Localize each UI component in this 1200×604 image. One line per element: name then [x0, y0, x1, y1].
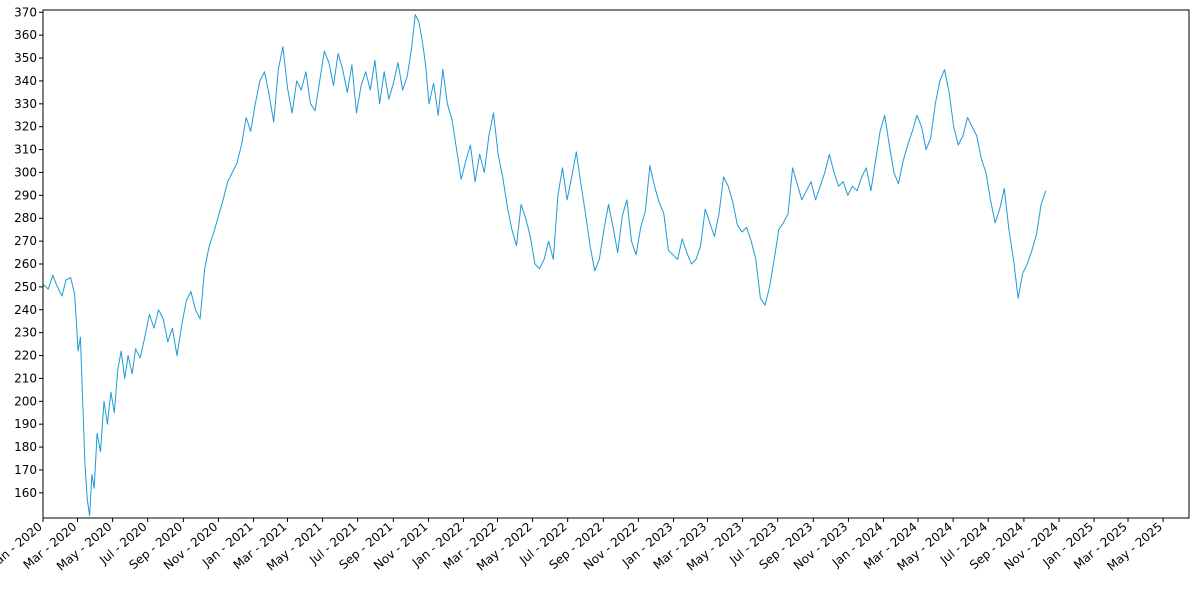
y-tick-label: 370 [14, 5, 37, 19]
y-tick-label: 200 [14, 394, 37, 408]
y-tick-label: 170 [14, 463, 37, 477]
y-tick-label: 300 [14, 165, 37, 179]
y-tick-label: 360 [14, 28, 37, 42]
y-tick-label: 320 [14, 120, 37, 134]
y-tick-label: 240 [14, 303, 37, 317]
y-tick-label: 180 [14, 440, 37, 454]
plot-frame [42, 9, 1190, 519]
y-tick-label: 160 [14, 486, 37, 500]
y-tick-label: 250 [14, 280, 37, 294]
price-series-line [43, 14, 1047, 517]
y-tick-label: 220 [14, 349, 37, 363]
y-axis: 160 170 180 190 200 210 220 230 240 250 260 270 280 2… [14, 5, 43, 500]
y-tick-label: 270 [14, 234, 37, 248]
y-tick-label: 280 [14, 211, 37, 225]
y-tick-label: 210 [14, 371, 37, 385]
y-tick-label: 350 [14, 51, 37, 65]
y-tick-label: 310 [14, 143, 37, 157]
y-tick-label: 330 [14, 97, 37, 111]
y-tick-label: 340 [14, 74, 37, 88]
y-tick-label: 190 [14, 417, 37, 431]
y-tick-label: 290 [14, 188, 37, 202]
y-tick-label: 230 [14, 326, 37, 340]
y-tick-label: 260 [14, 257, 37, 271]
